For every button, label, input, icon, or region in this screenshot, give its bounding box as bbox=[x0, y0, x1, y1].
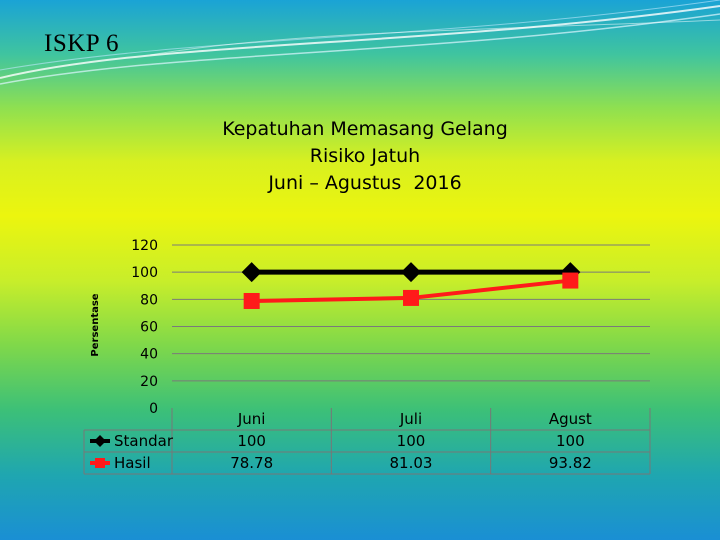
y-tick-label: 0 bbox=[149, 401, 158, 417]
x-category-label: Juni bbox=[237, 410, 266, 428]
y-tick-label: 20 bbox=[140, 374, 158, 390]
chart-title-line-2: Risiko Jatuh bbox=[309, 145, 421, 167]
slide-title: ISKP 6 bbox=[44, 30, 120, 57]
table-value: 81.03 bbox=[390, 454, 433, 472]
y-axis-label: Persentase bbox=[90, 293, 101, 356]
table-value: 100 bbox=[397, 432, 426, 450]
x-category-label: Agust bbox=[549, 410, 592, 428]
x-category-label: Juli bbox=[399, 410, 422, 428]
table-value: 100 bbox=[237, 432, 266, 450]
table-value: 78.78 bbox=[230, 454, 273, 472]
chart-title-line-1: Kepatuhan Memasang Gelang bbox=[222, 118, 508, 140]
y-tick-label: 80 bbox=[140, 292, 158, 308]
legend-label-standar: Standar bbox=[114, 432, 174, 450]
legend-label-hasil: Hasil bbox=[114, 454, 151, 472]
legend-marker-standar bbox=[94, 435, 106, 447]
y-tick-label: 120 bbox=[131, 238, 158, 254]
chart-title-line-3: Juni – Agustus 2016 bbox=[268, 172, 462, 194]
y-tick-label: 60 bbox=[140, 320, 158, 336]
data-point-hasil bbox=[562, 272, 579, 289]
data-point-hasil bbox=[243, 292, 260, 309]
table-value: 100 bbox=[556, 432, 585, 450]
data-point-standar bbox=[401, 262, 421, 283]
legend-marker-hasil bbox=[95, 458, 105, 468]
y-tick-label: 40 bbox=[140, 347, 158, 363]
header-swoosh-decoration bbox=[0, 0, 720, 85]
data-point-hasil bbox=[403, 289, 419, 306]
chart-title: Kepatuhan Memasang Gelang Risiko Jatuh J… bbox=[160, 116, 570, 197]
y-tick-label: 100 bbox=[131, 265, 158, 281]
data-point-standar bbox=[241, 262, 262, 283]
table-value: 93.82 bbox=[549, 454, 592, 472]
